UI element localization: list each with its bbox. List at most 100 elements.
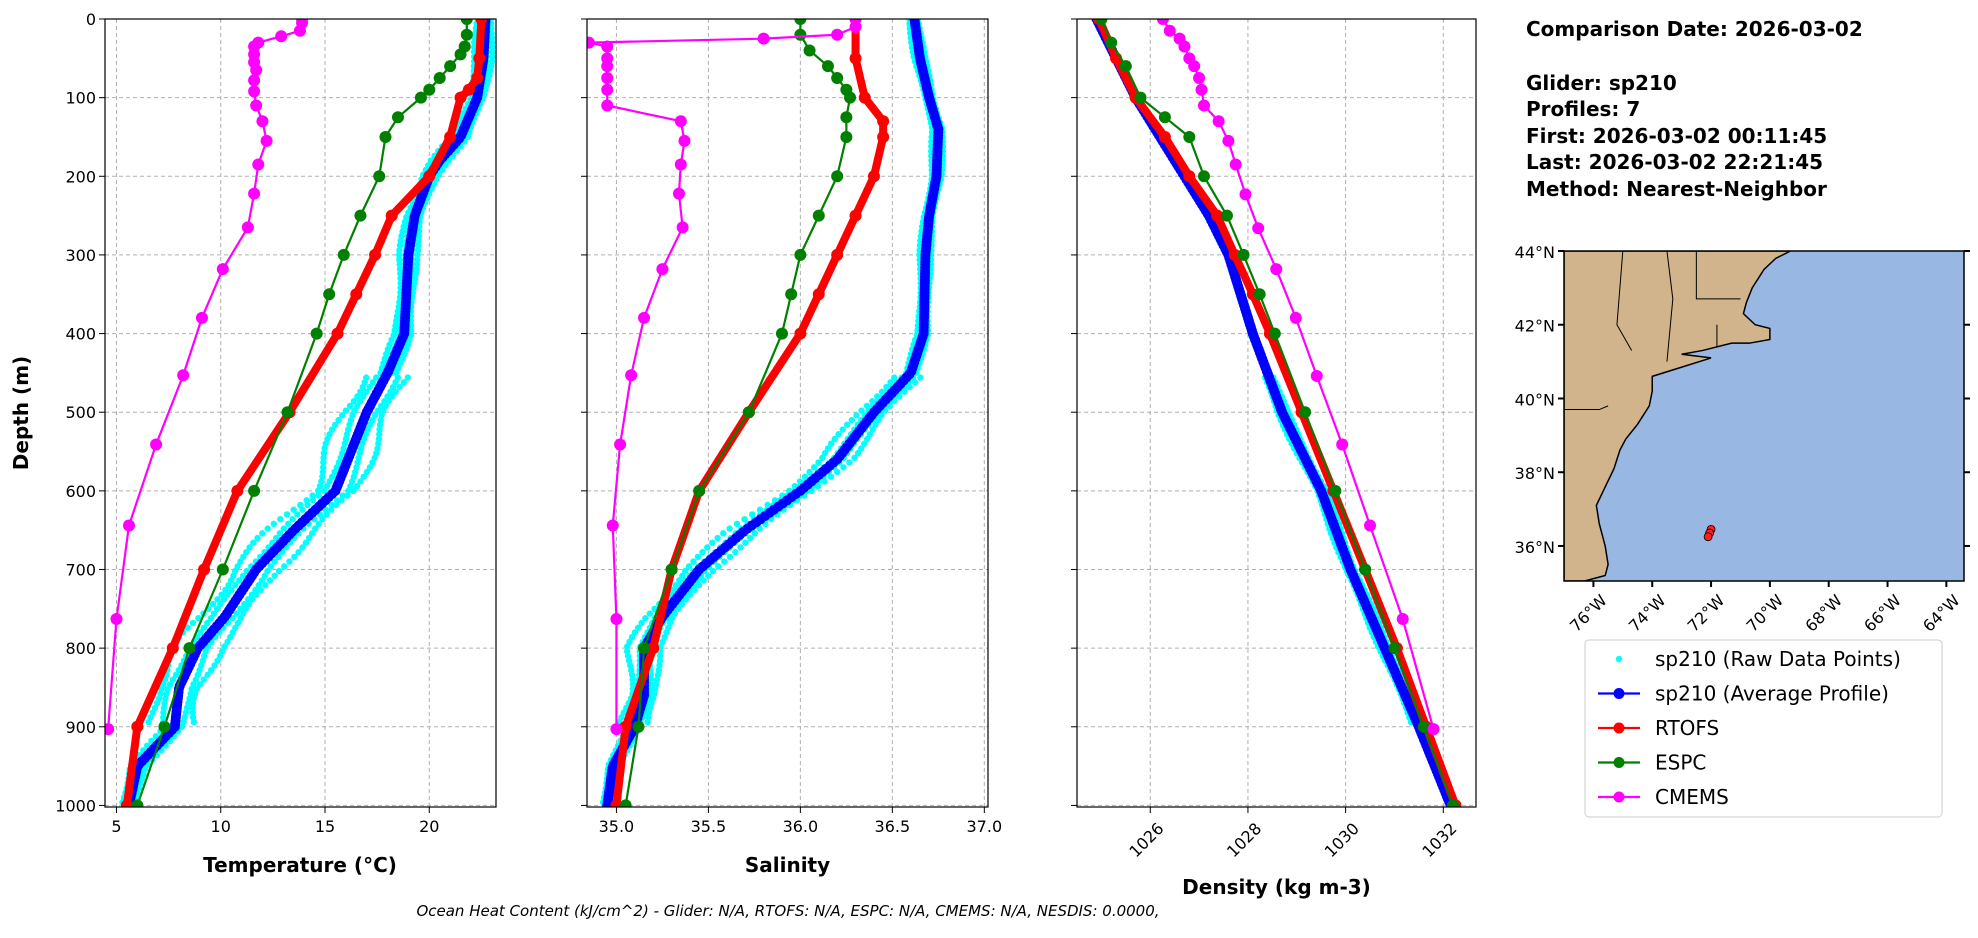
raw-point — [756, 525, 763, 532]
espc-marker — [323, 288, 336, 301]
cmems-marker — [248, 187, 261, 200]
raw-point — [389, 383, 397, 391]
espc-marker — [1237, 248, 1250, 261]
raw-point — [346, 402, 354, 410]
x-tick-label: 20 — [419, 817, 439, 836]
x-axis-label: Salinity — [745, 853, 830, 877]
raw-point — [328, 501, 335, 509]
lon-tick-label: 66°W — [1860, 591, 1905, 636]
raw-point — [366, 464, 374, 471]
espc-marker — [840, 130, 853, 143]
raw-point — [200, 624, 208, 631]
raw-point — [886, 402, 893, 410]
raw-point — [821, 478, 828, 485]
raw-point — [335, 416, 342, 424]
raw-point — [756, 506, 764, 513]
profile-count: Profiles: 7 — [1526, 97, 1640, 121]
raw-point — [414, 251, 421, 259]
espc-marker — [638, 642, 651, 655]
raw-point — [172, 671, 180, 679]
raw-point — [854, 449, 862, 457]
espc-marker — [831, 170, 844, 183]
raw-point — [874, 393, 881, 400]
raw-point — [891, 398, 898, 405]
glider-marker — [602, 800, 613, 807]
series-espc — [619, 19, 857, 807]
cmems-marker — [638, 311, 651, 324]
legend-label: sp210 (Average Profile) — [1655, 682, 1889, 706]
cmems-marker — [1289, 311, 1302, 324]
raw-point — [644, 718, 651, 726]
plot-area — [587, 19, 947, 807]
espc-marker — [1329, 484, 1342, 497]
raw-point — [720, 530, 727, 537]
raw-point — [392, 322, 399, 329]
profile-panel-1: 5 10 15 2001002003004005006007008009001000D… — [9, 10, 497, 836]
cmems-marker — [1197, 99, 1210, 112]
raw-point — [814, 482, 822, 490]
raw-point — [675, 605, 682, 613]
raw-point — [220, 596, 228, 603]
cmems-marker — [849, 20, 862, 33]
espc-marker — [794, 19, 807, 25]
cmems-marker — [601, 83, 614, 96]
plot-area — [105, 19, 496, 807]
rtofs-marker — [423, 170, 436, 183]
espc-marker — [1105, 36, 1118, 49]
raw-point — [645, 709, 653, 716]
raw-point — [234, 619, 242, 627]
rtofs-marker — [867, 170, 880, 183]
raw-point — [242, 605, 250, 613]
raw-point — [369, 459, 376, 466]
espc-marker — [281, 406, 294, 419]
raw-point — [342, 407, 350, 414]
rtofs-marker — [131, 720, 144, 733]
lon-tick-label: 70°W — [1743, 591, 1788, 636]
raw-point — [819, 454, 826, 462]
legend-swatch-marker — [1613, 722, 1625, 734]
method: Method: Nearest-Neighbor — [1526, 177, 1827, 201]
raw-point — [207, 666, 215, 674]
raw-point — [489, 53, 496, 60]
cmems-marker — [248, 74, 261, 87]
raw-point — [161, 699, 168, 707]
raw-point — [286, 558, 293, 565]
cmems-marker — [252, 158, 265, 171]
cmems-marker — [1178, 40, 1191, 53]
espc-marker — [248, 484, 261, 497]
raw-point — [646, 610, 653, 617]
raw-point — [225, 582, 232, 589]
rtofs-marker — [385, 209, 398, 222]
espc-marker — [794, 28, 807, 41]
cmems-marker — [122, 519, 135, 532]
espc-marker — [840, 111, 853, 124]
legend-swatch-marker — [1613, 757, 1625, 768]
raw-point — [295, 548, 302, 556]
cmems-marker — [250, 64, 263, 77]
raw-point — [204, 619, 211, 627]
espc-marker — [423, 83, 436, 96]
raw-point — [299, 506, 306, 513]
raw-point — [681, 567, 689, 575]
raw-point — [376, 431, 383, 438]
lat-tick-label: 38°N — [1515, 464, 1555, 483]
raw-point — [442, 162, 449, 169]
raw-point — [878, 388, 886, 395]
raw-point — [398, 232, 405, 240]
raw-point — [388, 393, 396, 400]
raw-point — [839, 426, 846, 433]
raw-point — [294, 511, 301, 518]
raw-point — [848, 416, 855, 424]
raw-point — [308, 530, 316, 537]
raw-point — [376, 421, 384, 428]
raw-point — [302, 539, 310, 546]
raw-point — [726, 525, 733, 532]
raw-point — [309, 492, 316, 499]
raw-point — [872, 421, 879, 428]
raw-point — [746, 534, 754, 542]
espc-marker — [1197, 170, 1210, 183]
cmems-marker — [601, 99, 614, 112]
rtofs-marker — [231, 484, 244, 497]
cmems-marker — [831, 28, 844, 41]
